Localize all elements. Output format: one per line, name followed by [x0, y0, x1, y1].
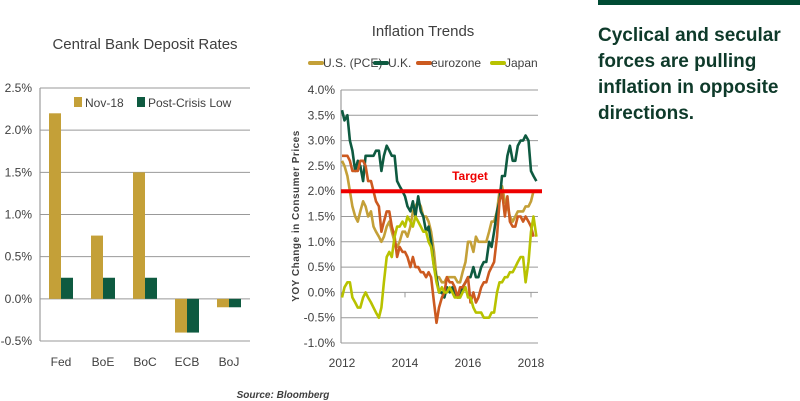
- line-legend-label: Japan: [505, 56, 538, 70]
- bar-x-tick-label: BoE: [92, 355, 115, 369]
- bar-boc-post-crisis-low: [145, 277, 157, 299]
- line-y-tick-label: 1.0%: [308, 235, 336, 249]
- line-x-tick-label: 2018: [518, 356, 545, 370]
- line-x-tick-label: 2014: [392, 356, 419, 370]
- line-y-tick-label: 2.0%: [308, 184, 336, 198]
- bar-legend-label: Nov-18: [85, 96, 124, 110]
- bar-chart-title: Central Bank Deposit Rates: [52, 36, 237, 53]
- line-y-tick-label: 3.5%: [308, 108, 336, 122]
- line-y-tick-label: 4.0%: [308, 83, 336, 97]
- source-note: Source: Bloomberg: [237, 390, 330, 401]
- bar-legend: Nov-18 Post-Crisis Low: [74, 96, 232, 110]
- headline: Cyclical and secular forces are pulling …: [598, 25, 781, 124]
- line-y-tick-label: 0.5%: [308, 260, 336, 274]
- bar-x-tick-label: ECB: [175, 355, 200, 369]
- bar-boj-post-crisis-low: [229, 298, 241, 308]
- bar-boe-nov18: [91, 235, 103, 299]
- bar-legend-swatch: [74, 97, 82, 107]
- line-y-axis: 4.0% 3.5% 3.0% 2.5% 2.0% 1.5% 1.0% 0.5% 0.0% -0.5…: [304, 83, 336, 350]
- line-series: [340, 109, 542, 325]
- accent-bar: [598, 0, 800, 5]
- bar-boj-nov18: [217, 298, 229, 308]
- bar-y-tick-label: 1.5%: [5, 165, 33, 179]
- target-annotation: Target: [452, 169, 488, 183]
- line-chart: Inflation Trends 4.0% 3.5% 3.0% 2.5% 2.0% 1.5…: [291, 23, 545, 370]
- line-y-tick-label: -1.0%: [304, 336, 336, 350]
- bar-fed-nov18: [49, 113, 61, 299]
- bar-boe-post-crisis-low: [103, 277, 115, 299]
- line-y-tick-label: -0.5%: [304, 311, 336, 325]
- line-x-tick-label: 2012: [329, 356, 356, 370]
- bar-ecb-nov18: [175, 298, 187, 333]
- series-japan: [340, 215, 538, 319]
- bar-series: [49, 113, 241, 333]
- line-chart-title: Inflation Trends: [372, 23, 475, 40]
- bar-y-tick-label: 2.0%: [5, 123, 33, 137]
- line-y-tick-label: 3.0%: [308, 134, 336, 148]
- bar-x-tick-label: Fed: [51, 355, 72, 369]
- line-legend-label: U.S. (PCE): [323, 56, 382, 70]
- bar-y-tick-label: 1.0%: [5, 208, 33, 222]
- bar-boc-nov18: [133, 172, 145, 299]
- series-u-s-pce: [340, 160, 535, 284]
- bar-legend-swatch: [137, 97, 145, 107]
- line-y-tick-label: 1.5%: [308, 210, 336, 224]
- bar-y-tick-label: 2.5%: [5, 81, 33, 95]
- bar-legend-label: Post-Crisis Low: [148, 96, 232, 110]
- line-legend: U.S. (PCE) U.K. eurozone Japan: [308, 56, 538, 70]
- line-y-tick-label: 2.5%: [308, 159, 336, 173]
- line-x-tick-label: 2016: [455, 356, 482, 370]
- line-legend-label: U.K.: [388, 56, 411, 70]
- line-x-axis: 2012 2014 2016 2018: [329, 356, 545, 370]
- line-y-axis-label: YOY Change in Consumer Prices: [291, 130, 302, 302]
- bar-y-tick-label: 0.0%: [5, 292, 33, 306]
- series-eurozone: [342, 154, 535, 325]
- bar-ecb-post-crisis-low: [187, 298, 199, 333]
- line-legend-label: eurozone: [431, 56, 481, 70]
- bar-x-tick-label: BoC: [133, 355, 157, 369]
- bar-x-axis: Fed BoE BoC ECB BoJ: [51, 355, 240, 369]
- bar-y-axis: 2.5% 2.0% 1.5% 1.0% 0.5% 0.0% -0.5%: [1, 81, 33, 348]
- bar-x-tick-label: BoJ: [219, 355, 240, 369]
- line-y-tick-label: 0.0%: [308, 285, 336, 299]
- bar-y-tick-label: -0.5%: [1, 334, 33, 348]
- bar-chart: Central Bank Deposit Rates 2.5% 2.0% 1.5% 1…: [1, 36, 250, 369]
- bar-y-tick-label: 0.5%: [5, 250, 33, 264]
- bar-fed-post-crisis-low: [61, 277, 73, 299]
